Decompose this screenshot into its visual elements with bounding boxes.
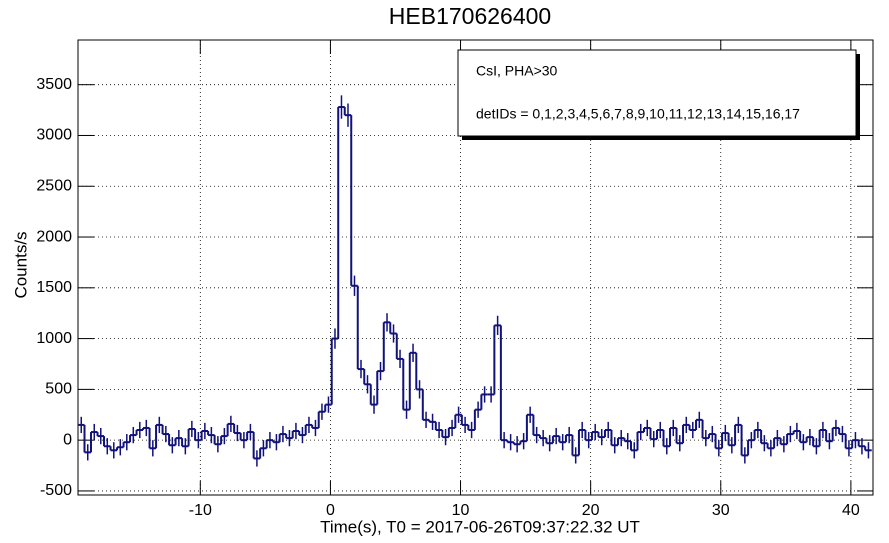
y-tick-label: 2500 [36,177,72,194]
legend-text: CsI, PHA>30 [476,63,558,79]
x-tick-label: 10 [452,502,470,519]
y-tick-label: 1500 [36,279,72,296]
legend-text: detIDs = 0,1,2,3,4,5,6,7,8,9,10,11,12,13… [476,106,800,122]
y-axis-label: Counts/s [11,231,30,298]
x-axis-label: Time(s), T0 = 2017-06-26T09:37:22.32 UT [320,517,640,536]
x-tick-label: 30 [712,502,730,519]
y-tick-label: 3500 [36,76,72,93]
y-tick-label: -500 [40,482,72,499]
y-tick-label: 2000 [36,228,72,245]
x-tick-label: 20 [582,502,600,519]
x-tick-label: 40 [842,502,860,519]
y-tick-label: 3000 [36,127,72,144]
y-tick-label: 500 [45,381,72,398]
plot-frame [77,39,874,496]
x-tick-label: 0 [326,502,335,519]
chart-title: HEB170626400 [389,3,551,29]
legend-box [457,49,857,137]
y-tick-label: 0 [63,431,72,448]
y-tick-label: 1000 [36,330,72,347]
x-tick-label: -10 [189,502,212,519]
